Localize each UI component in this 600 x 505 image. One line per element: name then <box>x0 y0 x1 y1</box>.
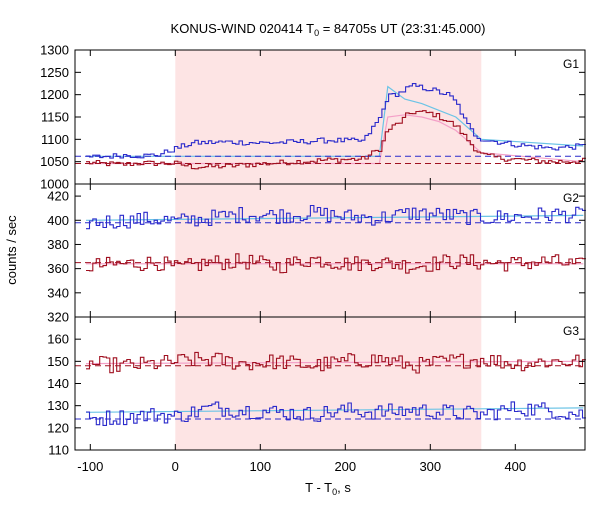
y-tick-label: 110 <box>48 443 69 458</box>
chart-title: KONUS-WIND 020414 T0 = 84705s UT (23:31:… <box>171 21 486 38</box>
y-tick-label: 1300 <box>40 43 69 58</box>
y-tick-label: 160 <box>47 332 69 347</box>
series-blue <box>86 83 586 159</box>
y-tick-label: 1200 <box>40 87 69 102</box>
series-red <box>86 253 586 274</box>
y-tick-label: 140 <box>47 376 69 391</box>
x-tick-label: 400 <box>504 459 526 474</box>
series-blue <box>86 401 586 426</box>
y-tick-label: 1250 <box>40 65 69 80</box>
y-tick-label: 1150 <box>41 110 69 125</box>
panel-label: G2 <box>563 191 579 205</box>
y-tick-label: 1100 <box>41 132 69 147</box>
y-tick-label: 320 <box>47 310 69 325</box>
panel-g3: 110 120 130 140 150 160 G3 <box>47 316 586 458</box>
x-tick-label: -100 <box>77 459 103 474</box>
panels-group: 1000105011001150120012501300G13203403603… <box>40 43 586 474</box>
x-tick-label: 200 <box>334 459 356 474</box>
y-tick-label: 1000 <box>40 177 69 192</box>
panel-g1: 1000 1050 1100 1150 1200 1250 1300 G1 <box>40 43 586 192</box>
y-tick-label: 150 <box>47 354 69 369</box>
x-tick-label: 300 <box>419 459 441 474</box>
fit-curve-blue <box>86 85 584 157</box>
shaded-interval <box>175 317 482 450</box>
y-tick-label: 130 <box>47 398 69 413</box>
y-axis-label: counts / sec <box>4 215 19 285</box>
series-blue <box>86 204 586 230</box>
y-tick-label: 360 <box>47 261 69 276</box>
series-red <box>86 351 586 374</box>
x-tick-label: 0 <box>172 459 179 474</box>
shaded-interval <box>175 50 482 184</box>
panel-label: G3 <box>563 324 579 338</box>
y-tick-label: 1050 <box>40 154 69 169</box>
panel-label: G1 <box>563 57 579 71</box>
y-tick-label: 420 <box>47 189 69 204</box>
x-tick-label: 100 <box>249 459 271 474</box>
x-axis-label: T - T0, s <box>305 480 351 497</box>
y-tick-label: 340 <box>47 285 69 300</box>
series-red <box>86 110 586 170</box>
shaded-interval <box>175 184 482 317</box>
panel-g2: 320 340 360 380 400 420 G2 <box>47 183 586 325</box>
y-tick-label: 380 <box>47 237 69 252</box>
y-tick-label: 120 <box>47 420 69 435</box>
y-tick-label: 400 <box>47 213 69 228</box>
